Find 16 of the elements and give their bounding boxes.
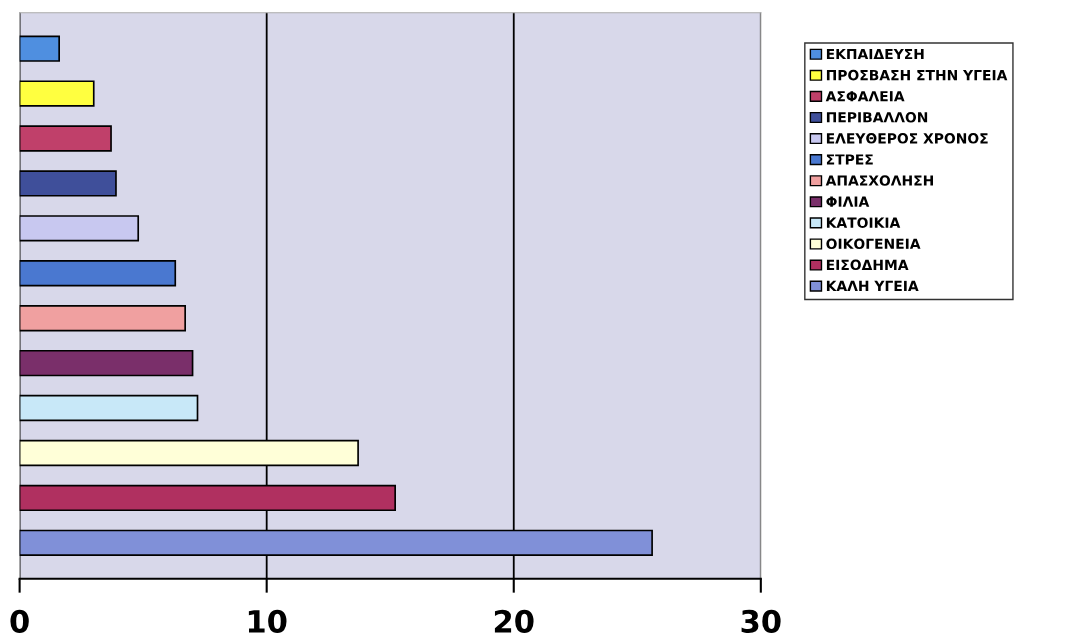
x-tick-label: 10 [248, 609, 287, 633]
legend-label: ΟΙΚΟΓΕΝΕΙΑ [826, 238, 921, 250]
legend-label: ΕΚΠΑΙΔΕΥΣΗ [826, 48, 924, 60]
legend-label: ΠΡΟΣΒΑΣΗ ΣΤΗΝ ΥΓΕΙΑ [826, 69, 1008, 81]
legend-label: ΚΑΛΗ ΥΓΕΙΑ [826, 280, 919, 291]
legend-label: ΣΤΡΕΣ [826, 154, 873, 165]
legend-label: ΠΕΡΙΒΑΛΛΟΝ [826, 112, 928, 123]
legend-label: ΑΣΦΑΛΕΙΑ [825, 91, 905, 102]
x-tick-label: 0 [10, 609, 29, 633]
x-tick-label: 20 [494, 609, 534, 633]
x-tick-label: 30 [741, 609, 781, 633]
legend-label: ΑΠΑΣΧΟΛΗΣΗ [825, 175, 933, 186]
legend-label: ΦΙΛΙΑ [826, 196, 870, 207]
legend-label: ΚΑΤΟΙΚΙΑ [826, 217, 901, 228]
legend-label: ΕΛΕΥΘΕΡΟΣ ΧΡΟΝΟΣ [826, 133, 988, 144]
legend-label: ΕΙΣΟΔΗΜΑ [826, 259, 909, 271]
